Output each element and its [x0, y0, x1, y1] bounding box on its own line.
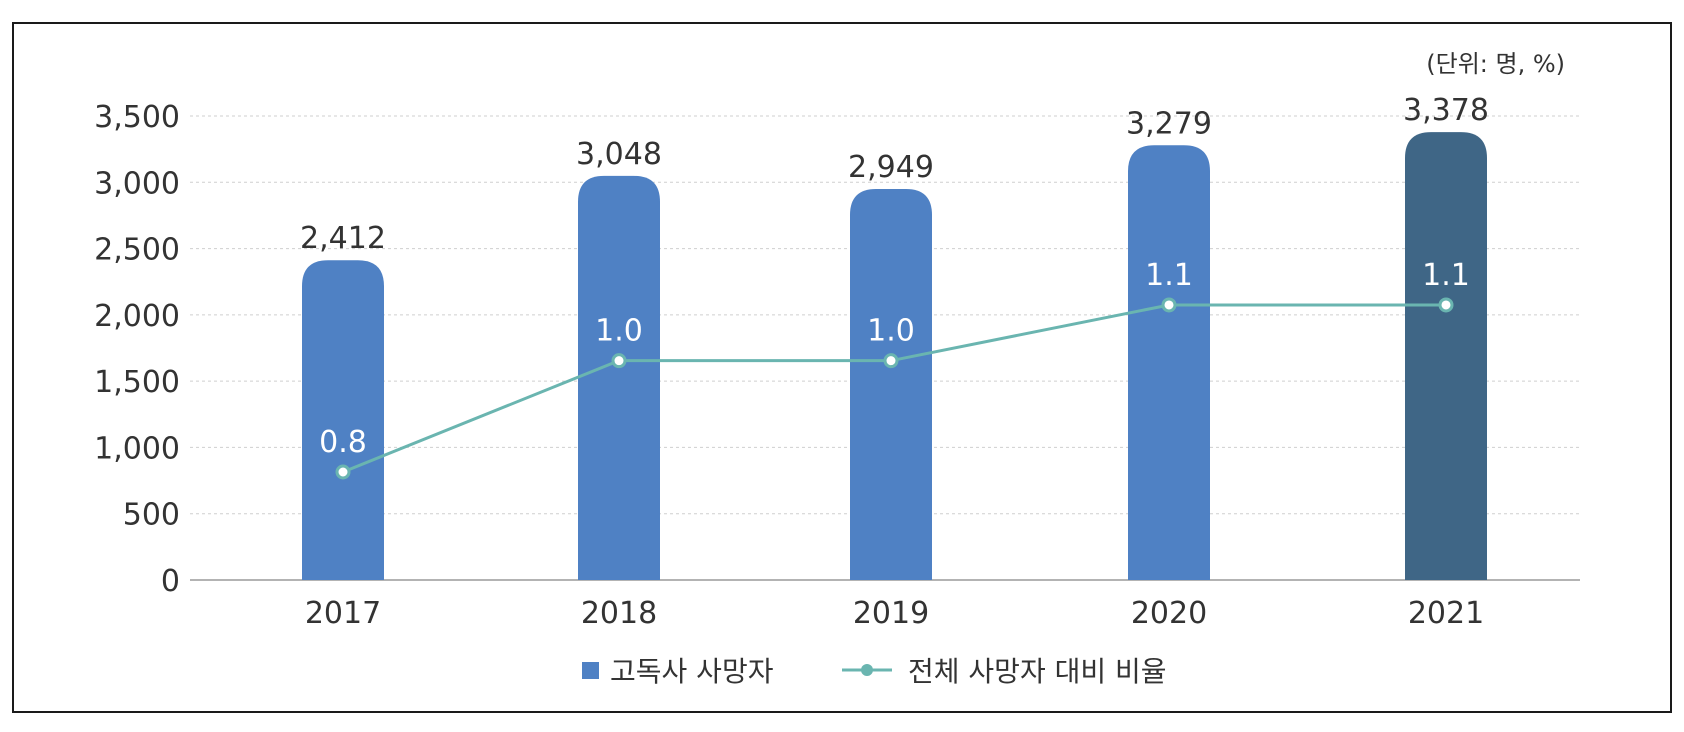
y-tick-label: 1,000	[94, 431, 180, 466]
ratio-point	[883, 353, 899, 369]
y-axis-ticks: 0 500 1,000 1,500 2,000 2,500 3,000 3,500	[94, 100, 180, 599]
legend-bar-label: 고독사 사망자	[610, 655, 773, 688]
x-tick-label: 2019	[853, 596, 929, 631]
y-tick-label: 3,000	[94, 166, 180, 201]
x-axis-ticks: 2017 2018 2019 2020 2021	[305, 596, 1484, 631]
bar-2021	[1405, 132, 1487, 581]
ratio-point	[335, 464, 351, 480]
bar-2019	[850, 189, 932, 580]
unit-note: (단위: 명, %)	[1426, 50, 1565, 78]
legend-line-marker	[861, 664, 873, 676]
line-series: 0.8 1.0 1.0 1.1 1.1	[319, 258, 1470, 480]
bar-value-label: 3,378	[1403, 93, 1489, 128]
ratio-value-label: 1.0	[595, 314, 643, 349]
bar-value-label: 2,412	[300, 221, 386, 256]
x-tick-label: 2020	[1131, 596, 1207, 631]
x-tick-label: 2018	[581, 596, 657, 631]
chart-frame	[12, 22, 1672, 713]
ratio-value-label: 1.1	[1422, 258, 1470, 293]
ratio-value-label: 1.1	[1145, 258, 1193, 293]
bar-series	[302, 132, 1487, 581]
ratio-point	[1438, 297, 1454, 313]
bar-2018	[578, 175, 660, 580]
bar-value-label: 3,279	[1126, 106, 1212, 141]
ratio-value-label: 0.8	[319, 425, 367, 460]
bar-value-labels: 2,412 3,048 2,949 3,279 3,378	[300, 93, 1489, 256]
y-tick-label: 0	[161, 564, 180, 599]
x-tick-label: 2021	[1408, 596, 1484, 631]
legend-line-label: 전체 사망자 대비 비율	[908, 655, 1167, 688]
legend: 고독사 사망자 전체 사망자 대비 비율	[582, 655, 1167, 688]
y-tick-label: 2,500	[94, 233, 180, 268]
bar-2020	[1128, 145, 1210, 580]
gridlines	[190, 115, 1580, 515]
ratio-point	[611, 353, 627, 369]
legend-bar-swatch	[582, 662, 599, 679]
bar-value-label: 3,048	[576, 137, 662, 172]
y-tick-label: 3,500	[94, 100, 180, 135]
y-tick-label: 1,500	[94, 365, 180, 400]
y-tick-label: 500	[123, 498, 180, 533]
ratio-value-label: 1.0	[867, 314, 915, 349]
bar-2017	[302, 260, 384, 580]
y-tick-label: 2,000	[94, 299, 180, 334]
x-tick-label: 2017	[305, 596, 381, 631]
bar-value-label: 2,949	[848, 150, 934, 185]
ratio-point	[1161, 297, 1177, 313]
